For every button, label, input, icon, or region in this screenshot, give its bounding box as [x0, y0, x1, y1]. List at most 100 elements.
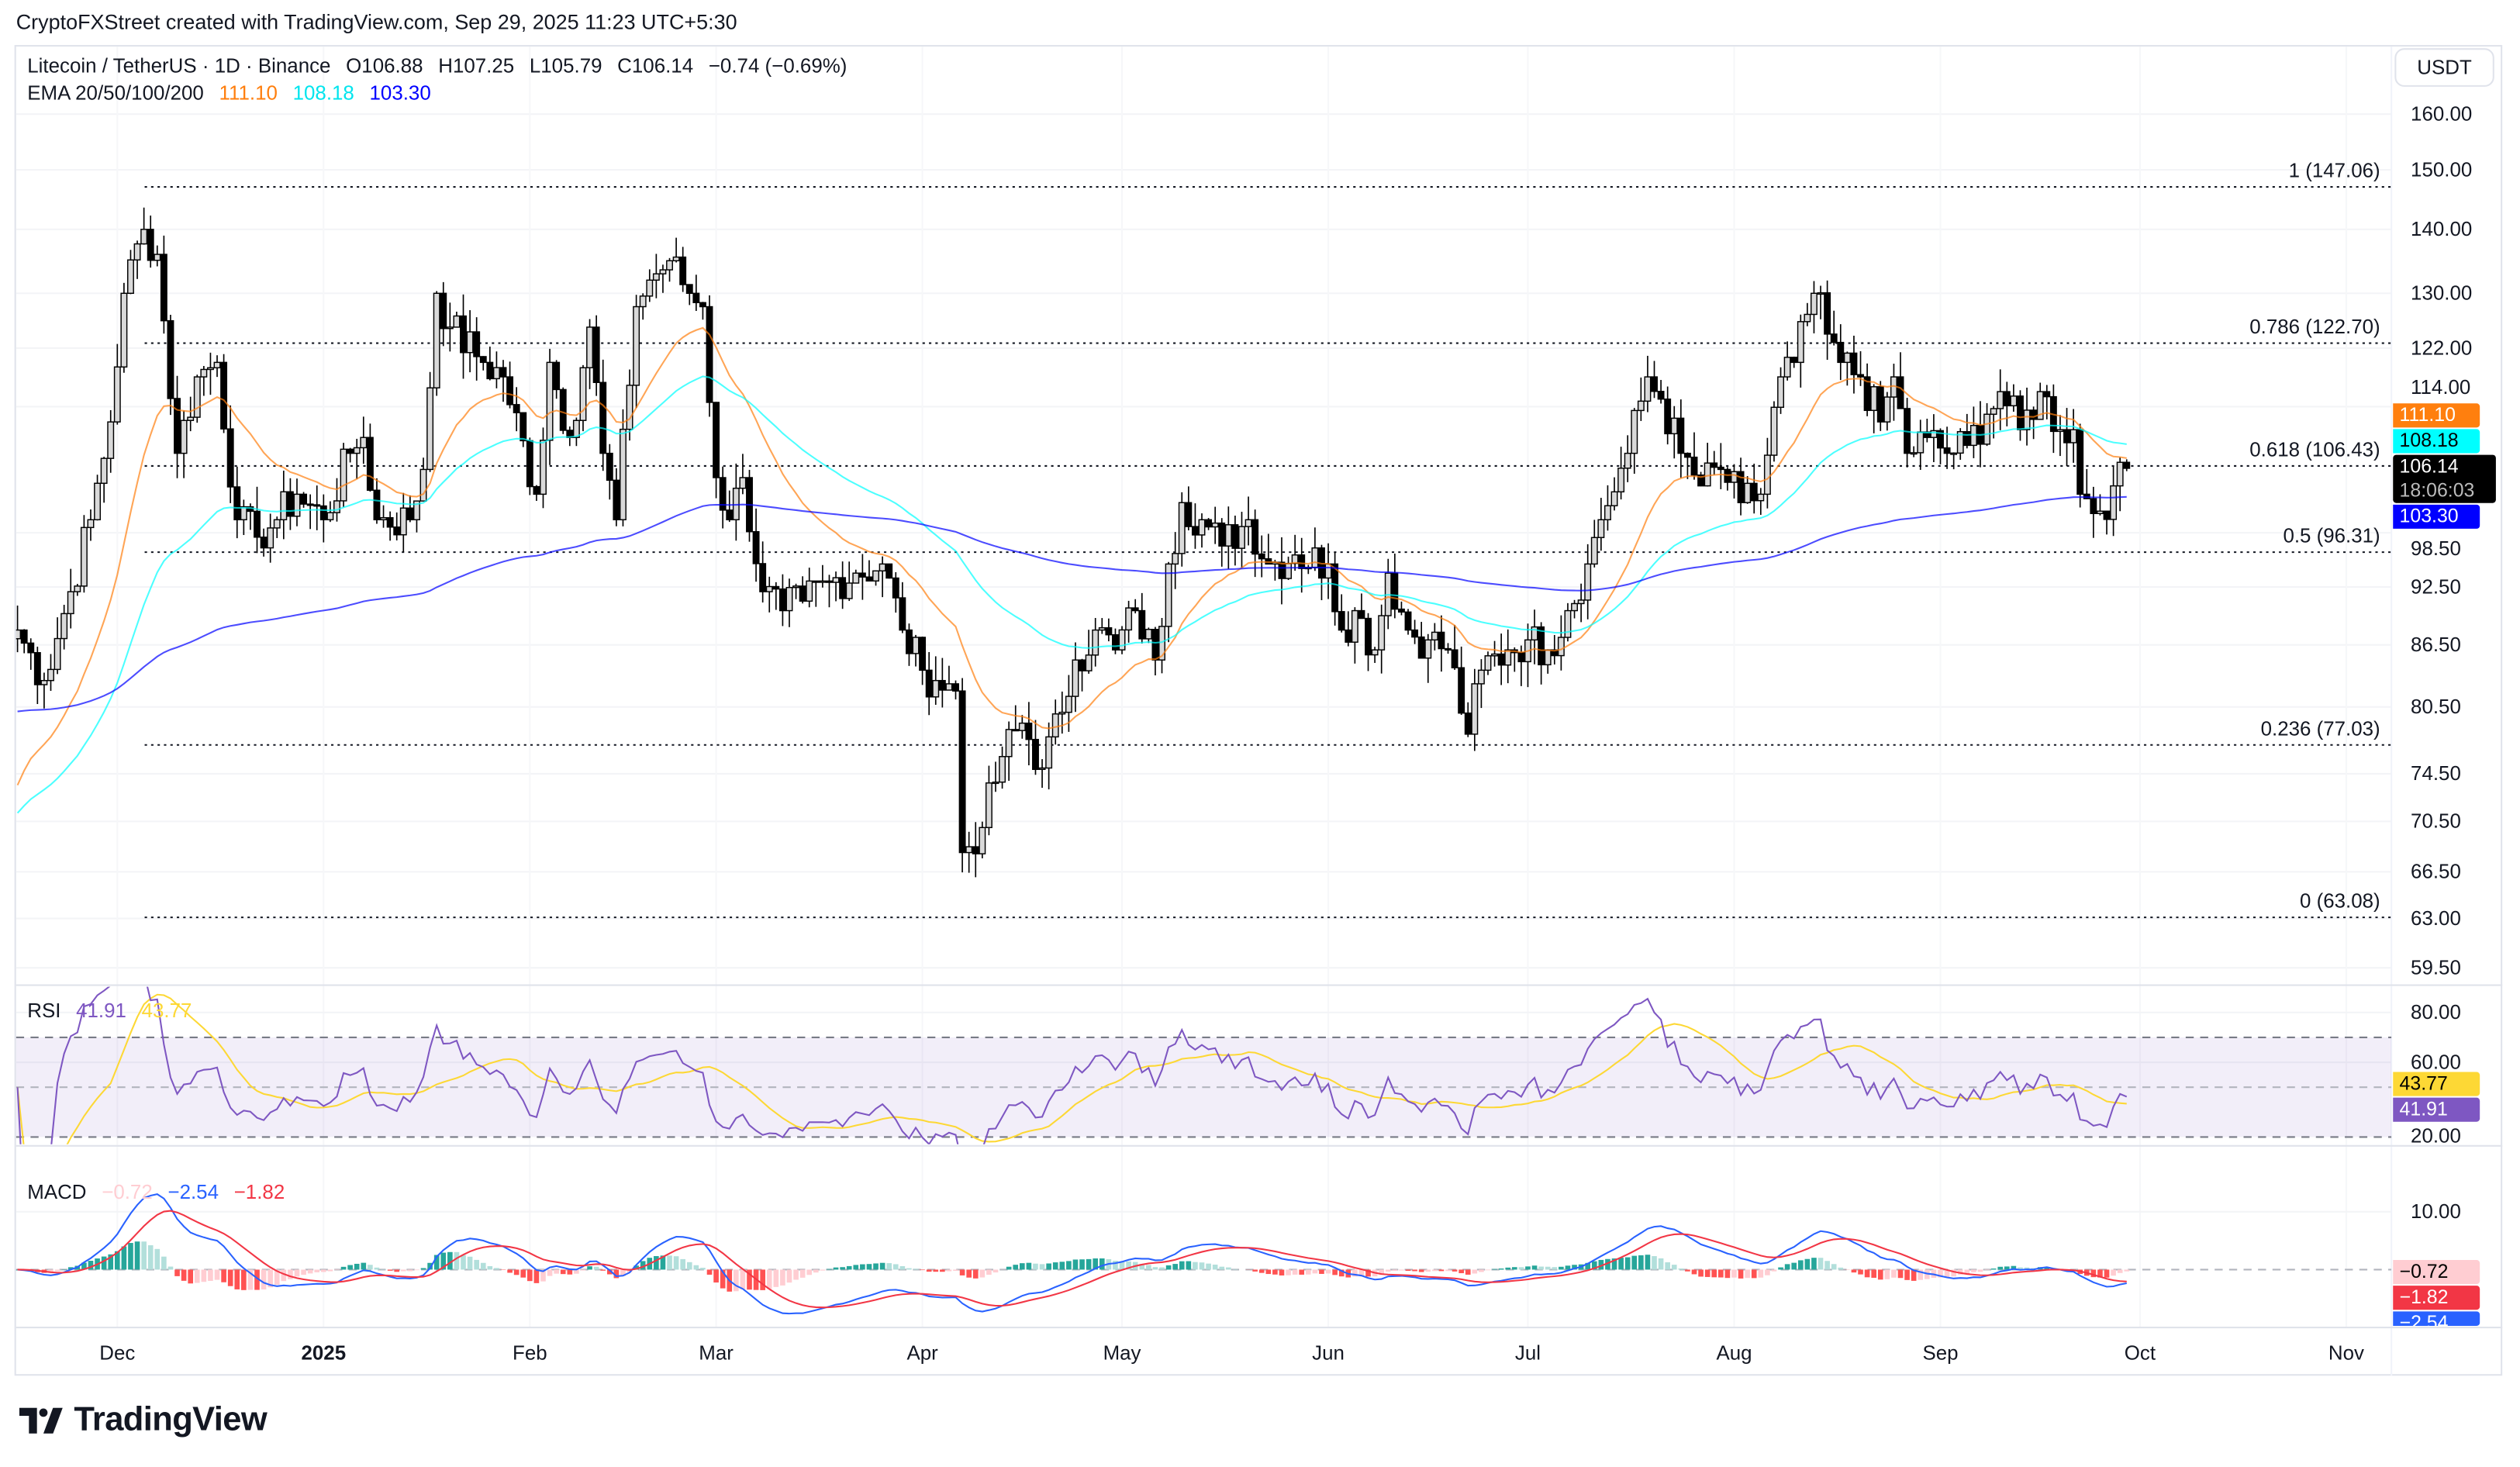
price-axis-label: 114.00 — [2411, 377, 2470, 399]
candle-up — [1811, 292, 1818, 316]
candle-up — [1956, 430, 1964, 454]
candle-up — [1371, 649, 1379, 656]
ema200-line — [17, 495, 2127, 713]
macd-histogram-bar — [1113, 1260, 1118, 1270]
macd-histogram-bar — [1279, 1269, 1285, 1275]
macd-histogram-bar — [1425, 1269, 1431, 1272]
symbol-legend[interactable]: Litecoin / TetherUS · 1D · Binance O106.… — [27, 54, 857, 77]
candle-down — [938, 679, 946, 691]
candle-down — [1185, 502, 1193, 527]
candle-down — [1338, 611, 1345, 631]
macd-histogram-bar — [813, 1269, 819, 1273]
symbol-name[interactable]: Litecoin / TetherUS · 1D · Binance — [27, 54, 331, 78]
candle-down — [2030, 409, 2038, 420]
macd-label[interactable]: MACD — [27, 1181, 87, 1204]
candle-up — [1631, 409, 1638, 454]
candle-up — [1224, 524, 1232, 547]
macd-histogram-bar — [920, 1269, 925, 1271]
macd-histogram-bar — [507, 1269, 513, 1273]
candle-up — [1484, 655, 1492, 671]
macd-histogram-bar — [513, 1269, 520, 1275]
candle-up — [792, 585, 800, 589]
candle-down — [858, 572, 866, 578]
macd-histogram-bar — [1179, 1261, 1185, 1270]
macd-histogram-bar — [713, 1269, 719, 1283]
rsi-legend[interactable]: RSI 41.91 43.77 — [27, 999, 202, 1022]
candle-up — [586, 326, 594, 368]
candle-up — [1990, 408, 1997, 415]
candle-down — [254, 510, 261, 538]
macd-histogram-bar — [899, 1265, 906, 1270]
time-axis-label: Dec — [99, 1343, 135, 1365]
candle-up — [620, 428, 627, 521]
tradingview-logo[interactable]: TradingView — [19, 1401, 268, 1440]
candle-down — [952, 683, 959, 692]
macd-histogram-bar — [940, 1269, 945, 1272]
time-axis-label: Oct — [2125, 1343, 2156, 1365]
macd-histogram-bar — [654, 1255, 659, 1270]
macd-histogram-bar — [141, 1241, 147, 1270]
macd-histogram-bar — [986, 1269, 992, 1275]
candle-up — [945, 683, 953, 691]
candle-up — [1051, 713, 1059, 738]
candle-down — [706, 305, 713, 403]
ema-label[interactable]: EMA 20/50/100/200 — [27, 81, 204, 105]
macd-histogram-bar — [221, 1269, 226, 1282]
macd-histogram-bar — [108, 1254, 114, 1270]
candle-up — [280, 491, 288, 521]
macd-histogram-bar — [301, 1269, 306, 1275]
candle-down — [533, 485, 540, 495]
macd-histogram-bar — [1292, 1269, 1298, 1275]
macd-histogram-bar — [640, 1261, 646, 1270]
candle-up — [87, 519, 95, 529]
last-price-tag: 106.14 18:06:03 — [2393, 454, 2496, 503]
rsi-axis-label: 20.00 — [2411, 1126, 2461, 1148]
macd-histogram-bar — [972, 1269, 979, 1279]
macd-histogram-bar — [1698, 1269, 1704, 1277]
candle-up — [1092, 629, 1099, 656]
fibonacci-retracement[interactable]: 1 (147.06) 0.786 (122.70) 0.618 (106.43) 0.… — [144, 161, 2392, 919]
candle-up — [1910, 452, 1918, 455]
candle-up — [426, 387, 434, 471]
candle-down — [2103, 510, 2111, 520]
macd-legend[interactable]: MACD −0.72 −2.54 −1.82 — [27, 1181, 294, 1203]
macd-histogram-bar — [979, 1269, 986, 1278]
macd-histogram-bar — [1013, 1265, 1019, 1270]
candle-up — [1797, 321, 1804, 364]
macd-histogram-bar — [400, 1269, 406, 1272]
rsi-ma-value: 43.77 — [141, 999, 192, 1023]
candle-up — [140, 229, 148, 245]
candle-up — [80, 526, 88, 587]
candle-up — [1731, 471, 1738, 483]
candle-up — [1597, 519, 1605, 538]
candle-up — [1178, 502, 1186, 554]
candle-up — [419, 468, 427, 502]
ema-legend[interactable]: EMA 20/50/100/200 111.10 108.18 103.30 — [27, 82, 440, 105]
macd-histogram-bar — [1784, 1264, 1790, 1270]
macd-histogram-bar — [1831, 1264, 1837, 1270]
macd-histogram-bar — [886, 1263, 892, 1270]
macd-histogram-bar — [1219, 1266, 1225, 1270]
candle-up — [413, 500, 420, 521]
macd-histogram-bar — [840, 1267, 845, 1270]
rsi-label[interactable]: RSI — [27, 999, 61, 1023]
macd-histogram-bar — [706, 1269, 713, 1275]
candle-down — [685, 284, 693, 294]
credit-line: CryptoFXStreet created with TradingView.… — [16, 9, 737, 34]
macd-histogram-bar — [1951, 1269, 1956, 1277]
macd-histogram-bar — [181, 1269, 187, 1281]
currency-button[interactable]: USDT — [2394, 48, 2494, 87]
candle-up — [999, 756, 1006, 783]
macd-histogram-bar — [1511, 1267, 1517, 1270]
candle-up — [2056, 429, 2064, 433]
candle-down — [1111, 633, 1119, 651]
candle-up — [765, 585, 773, 592]
macd-histogram-bar — [833, 1267, 839, 1270]
macd-histogram-bar — [1944, 1269, 1950, 1278]
macd-histogram-bar — [1159, 1267, 1165, 1270]
candle-up — [326, 512, 334, 521]
candle-down — [526, 440, 533, 488]
candle-down — [1697, 474, 1705, 487]
macd-histogram-bar — [1731, 1269, 1737, 1278]
